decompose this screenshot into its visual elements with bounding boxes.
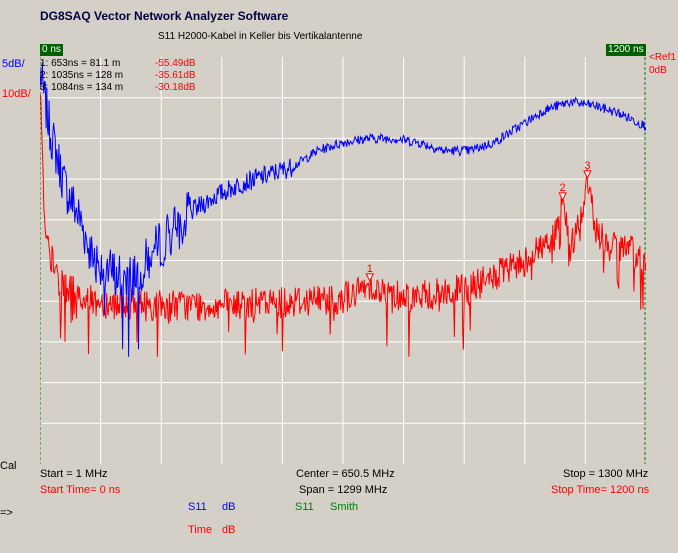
cal-label[interactable]: Cal	[0, 460, 17, 472]
marker-2-label: 2: 1035ns = 128 m	[40, 70, 124, 81]
marker-1-label: 1: 653ns = 81.1 m	[40, 58, 121, 69]
marker-2[interactable]: 2	[558, 182, 567, 202]
plot-area[interactable]: 1 2 3	[40, 57, 646, 464]
trace1-name[interactable]: S11	[188, 501, 207, 513]
app-title: DG8SAQ Vector Network Analyzer Software	[40, 9, 289, 23]
left-scale-bottom: 10dB/	[2, 88, 31, 100]
corner-stop-label: 1200 ns	[606, 44, 646, 56]
stop-frequency[interactable]: Stop = 1300 MHz	[563, 468, 649, 480]
markers: 1 2 3	[365, 160, 592, 282]
marker-3-number: 3	[584, 160, 590, 172]
arrow-label: =>	[0, 507, 13, 519]
grid	[40, 57, 646, 464]
marker-3-triangle	[583, 170, 592, 179]
ref-label: <Ref1	[649, 52, 676, 63]
stop-time[interactable]: Stop Time= 1200 ns	[551, 484, 650, 496]
center-frequency[interactable]: Center = 650.5 MHz	[296, 468, 395, 480]
marker-1[interactable]: 1	[365, 263, 375, 282]
marker-2-value: -35.61dB	[155, 70, 196, 81]
left-scale-top: 5dB/	[2, 58, 25, 70]
marker-row-2: 2: 1035ns = 128 m -35.61dB	[40, 70, 240, 82]
s11-trace	[40, 62, 646, 357]
marker-readout: 1: 653ns = 81.1 m -55.49dB 2: 1035ns = 1…	[40, 58, 240, 98]
marker-1-triangle	[365, 273, 375, 282]
span-frequency[interactable]: Span = 1299 MHz	[299, 484, 388, 496]
time-trace	[40, 93, 646, 357]
start-time[interactable]: Start Time= 0 ns	[40, 484, 121, 496]
start-frequency[interactable]: Start = 1 MHz	[40, 468, 108, 480]
marker-3[interactable]: 3	[583, 160, 592, 179]
trace1-format[interactable]: dB	[222, 501, 236, 513]
trace2-format[interactable]: Smith	[330, 501, 359, 513]
marker-row-3: 3: 1084ns = 134 m -30.18dB	[40, 82, 240, 94]
marker-1-number: 1	[367, 263, 373, 275]
marker-2-number: 2	[560, 182, 566, 194]
marker-3-label: 3: 1084ns = 134 m	[40, 82, 124, 93]
marker-3-value: -30.18dB	[155, 82, 196, 93]
ref-value: 0dB	[649, 65, 667, 76]
trace3-format[interactable]: dB	[222, 524, 236, 536]
trace2-name[interactable]: S11	[295, 501, 314, 513]
marker-1-value: -55.49dB	[155, 58, 196, 69]
trace3-name[interactable]: Time	[188, 524, 213, 536]
marker-2-triangle	[558, 192, 567, 202]
marker-row-1: 1: 653ns = 81.1 m -55.49dB	[40, 58, 240, 70]
chart-title: S11 H2000-Kabel in Keller bis Vertikalan…	[158, 31, 363, 42]
corner-start-label: 0 ns	[40, 44, 63, 56]
